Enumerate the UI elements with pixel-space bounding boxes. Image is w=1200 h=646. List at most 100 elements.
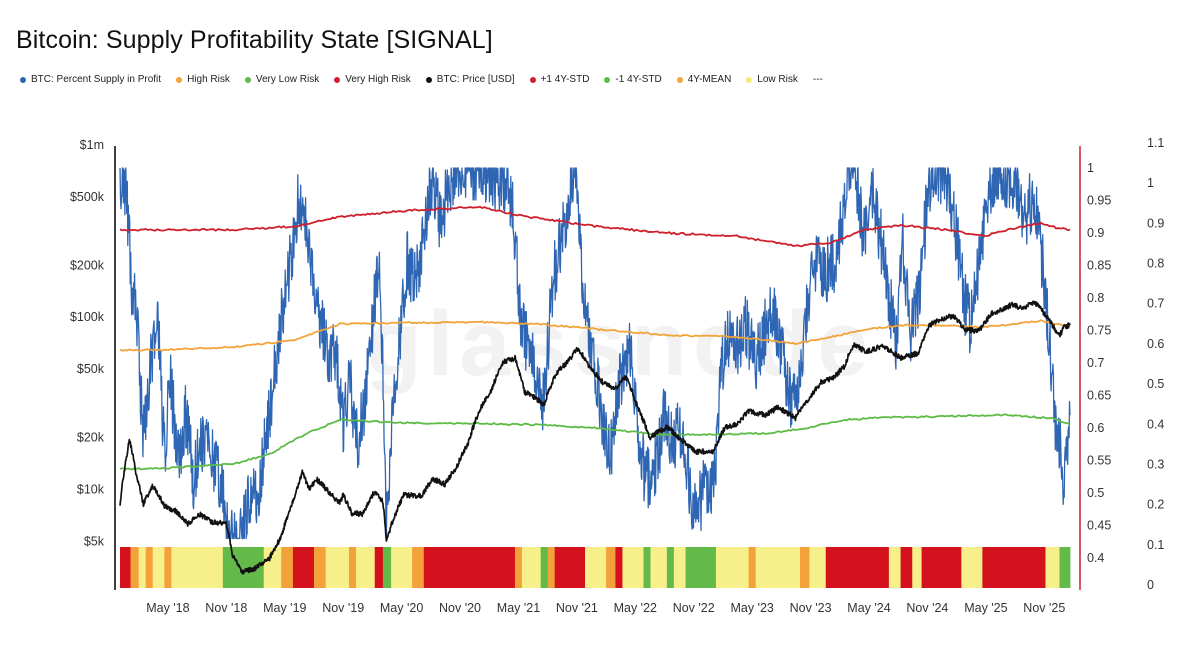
legend-item[interactable]: Low Risk <box>746 74 798 85</box>
supply-tick-label: 0.4 <box>1087 551 1104 565</box>
signal-band <box>349 547 357 588</box>
signal-tick-label: 0.1 <box>1147 538 1164 552</box>
signal-band <box>666 547 675 588</box>
signal-tick-label: 0.7 <box>1147 297 1164 311</box>
series-price-usd <box>119 300 1071 575</box>
signal-band <box>374 547 384 588</box>
price-tick-label: $20k <box>77 431 105 445</box>
price-tick-label: $50k <box>77 362 105 376</box>
x-tick-label: Nov '25 <box>1023 601 1065 615</box>
signal-tick-label: 0.2 <box>1147 498 1164 512</box>
signal-band <box>521 547 542 588</box>
series-plus-1-4y-std <box>119 205 1071 248</box>
chart-legend: BTC: Percent Supply in Profit High Risk Ve… <box>20 74 838 85</box>
supply-tick-label: 0.7 <box>1087 356 1104 370</box>
signal-band <box>423 547 516 588</box>
signal-tick-label: 0.4 <box>1147 417 1164 431</box>
signal-band <box>120 547 131 588</box>
signal-band <box>982 547 1046 588</box>
signal-band <box>145 547 154 588</box>
x-tick-label: Nov '18 <box>205 601 247 615</box>
supply-tick-label: 0.8 <box>1087 291 1104 305</box>
legend-swatch <box>176 76 183 83</box>
signal-band <box>313 547 327 588</box>
signal-band <box>292 547 315 588</box>
signal-band <box>912 547 922 588</box>
price-tick-label: $500k <box>70 190 105 204</box>
price-tick-label: $100k <box>70 310 105 324</box>
signal-band <box>888 547 901 588</box>
series-minus-1-4y-std <box>119 413 1071 471</box>
price-tick-label: $1m <box>80 138 104 152</box>
signal-bands <box>120 547 1071 588</box>
signal-tick-label: 0.5 <box>1147 377 1164 391</box>
x-tick-label: May '19 <box>263 601 306 615</box>
signal-band <box>585 547 607 588</box>
signal-band <box>356 547 376 588</box>
legend-item[interactable]: BTC: Price [USD] <box>425 74 515 85</box>
x-tick-label: Nov '20 <box>439 601 481 615</box>
signal-tick-label: 0.8 <box>1147 257 1164 271</box>
signal-band <box>171 547 224 588</box>
signal-band <box>622 547 644 588</box>
signal-band <box>685 547 717 588</box>
x-tick-label: Nov '22 <box>673 601 715 615</box>
x-tick-label: May '20 <box>380 601 423 615</box>
signal-band <box>900 547 913 588</box>
signal-tick-label: 0.3 <box>1147 458 1164 472</box>
x-tick-label: May '24 <box>847 601 890 615</box>
legend-swatch <box>244 76 251 83</box>
signal-band <box>514 547 523 588</box>
legend-label: BTC: Price [USD] <box>436 74 515 85</box>
x-tick-label: Nov '21 <box>556 601 598 615</box>
legend-swatch <box>334 76 341 83</box>
signal-band <box>800 547 810 588</box>
signal-band <box>755 547 801 588</box>
legend-item[interactable]: Very High Risk <box>334 74 411 85</box>
signal-band <box>1045 547 1060 588</box>
legend-label: BTC: Percent Supply in Profit <box>31 74 162 85</box>
legend-item[interactable]: +1 4Y-STD <box>529 74 590 85</box>
legend-label: Low Risk <box>757 74 798 85</box>
signal-band <box>152 547 165 588</box>
supply-tick-label: 0.75 <box>1087 324 1111 338</box>
signal-tick-label: 1.1 <box>1147 136 1164 150</box>
legend-label: +1 4Y-STD <box>540 74 590 85</box>
signal-band <box>554 547 586 588</box>
signal-tick-label: 0 <box>1147 578 1154 592</box>
signal-band <box>325 547 350 588</box>
signal-tick-label: 0.9 <box>1147 216 1164 230</box>
price-tick-label: $200k <box>70 258 105 272</box>
x-tick-label: May '22 <box>614 601 657 615</box>
supply-tick-label: 0.65 <box>1087 389 1111 403</box>
legend-label: -1 4Y-STD <box>615 74 662 85</box>
x-tick-label: Nov '24 <box>906 601 948 615</box>
signal-band <box>650 547 668 588</box>
x-tick-label: May '25 <box>964 601 1007 615</box>
supply-tick-label: 0.85 <box>1087 259 1111 273</box>
signal-band <box>138 547 147 588</box>
legend-item[interactable]: Very Low Risk <box>244 74 319 85</box>
signal-band <box>164 547 172 588</box>
legend-label: Very High Risk <box>345 74 411 85</box>
supply-tick-label: 0.6 <box>1087 421 1104 435</box>
series-supply-in-profit <box>119 167 1071 540</box>
signal-band <box>412 547 425 588</box>
supply-tick-label: 0.95 <box>1087 194 1111 208</box>
legend-swatch <box>604 76 611 83</box>
legend-item[interactable]: -1 4Y-STD <box>604 74 662 85</box>
legend-item[interactable]: --- <box>813 74 823 85</box>
signal-band <box>382 547 392 588</box>
signal-band <box>281 547 294 588</box>
legend-item[interactable]: BTC: Percent Supply in Profit <box>20 74 161 85</box>
legend-item[interactable]: 4Y-MEAN <box>676 74 731 85</box>
legend-item[interactable]: High Risk <box>176 74 230 85</box>
signal-tick-label: 1 <box>1147 176 1154 190</box>
signal-band <box>606 547 616 588</box>
price-tick-label: $5k <box>84 534 105 548</box>
supply-tick-label: 0.45 <box>1087 519 1111 533</box>
signal-band <box>715 547 750 588</box>
x-tick-label: May '21 <box>497 601 540 615</box>
signal-band <box>748 547 757 588</box>
